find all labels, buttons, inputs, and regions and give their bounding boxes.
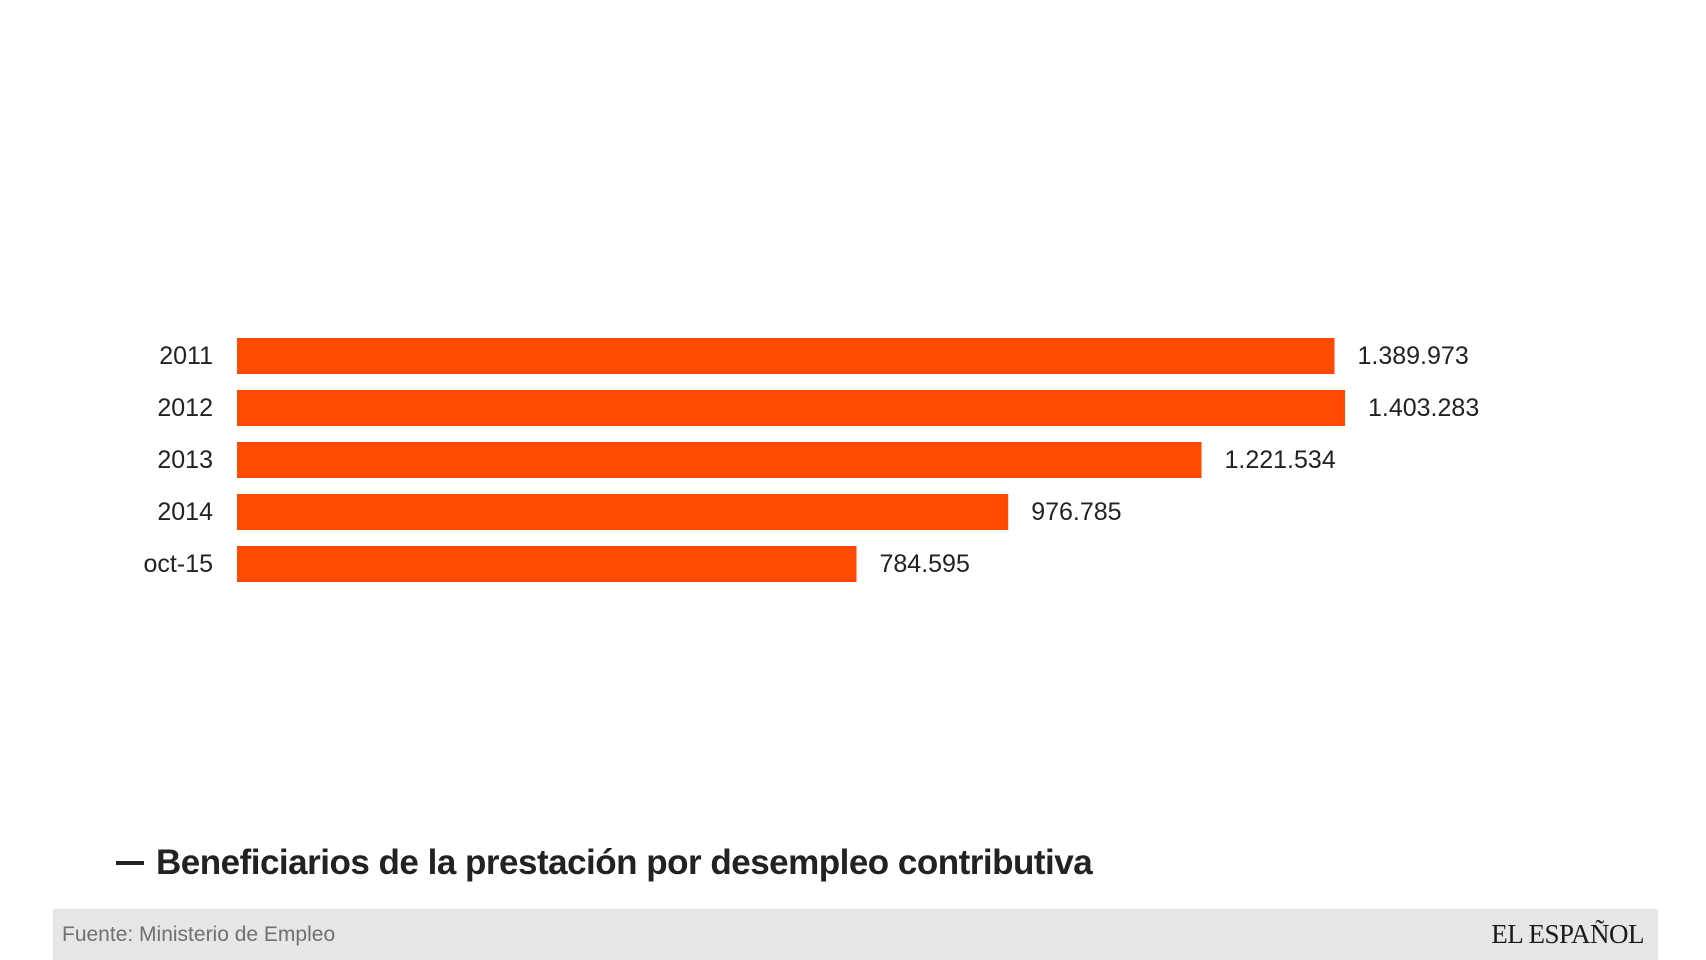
category-label-2011: 2011 bbox=[159, 342, 213, 370]
value-label-oct-15: 784.595 bbox=[880, 550, 970, 578]
value-label-2012: 1.403.283 bbox=[1368, 394, 1479, 422]
footer-bar: Fuente: Ministerio de Empleo EL ESPAÑOL bbox=[53, 909, 1658, 960]
value-label-2013: 1.221.534 bbox=[1225, 446, 1336, 474]
source-text: Fuente: Ministerio de Empleo bbox=[62, 923, 336, 946]
value-label-2014: 976.785 bbox=[1031, 498, 1121, 526]
bar-oct-15 bbox=[237, 546, 857, 582]
category-label-2013: 2013 bbox=[157, 446, 213, 474]
bar-2012 bbox=[237, 390, 1345, 426]
value-label-2011: 1.389.973 bbox=[1358, 342, 1469, 370]
category-labels-group: 2011 2012 2013 2014 oct-15 bbox=[144, 342, 214, 578]
brand-logo: EL ESPAÑOL bbox=[1491, 919, 1644, 949]
category-label-oct-15: oct-15 bbox=[144, 550, 213, 578]
category-label-2014: 2014 bbox=[157, 498, 213, 526]
legend-label: Beneficiarios de la prestación por desem… bbox=[156, 843, 1093, 882]
bar-2013 bbox=[237, 442, 1202, 478]
bar-2014 bbox=[237, 494, 1009, 530]
bars-group bbox=[237, 338, 1345, 582]
legend-swatch bbox=[116, 861, 144, 865]
category-label-2012: 2012 bbox=[157, 394, 213, 422]
bar-2011 bbox=[237, 338, 1335, 374]
legend: Beneficiarios de la prestación por desem… bbox=[116, 838, 1093, 888]
bar-chart: 2011 2012 2013 2014 oct-15 1.389.973 1.403.28… bbox=[144, 338, 1480, 582]
value-labels-group: 1.389.973 1.403.283 1.221.534 976.785 784.59… bbox=[880, 342, 1480, 578]
